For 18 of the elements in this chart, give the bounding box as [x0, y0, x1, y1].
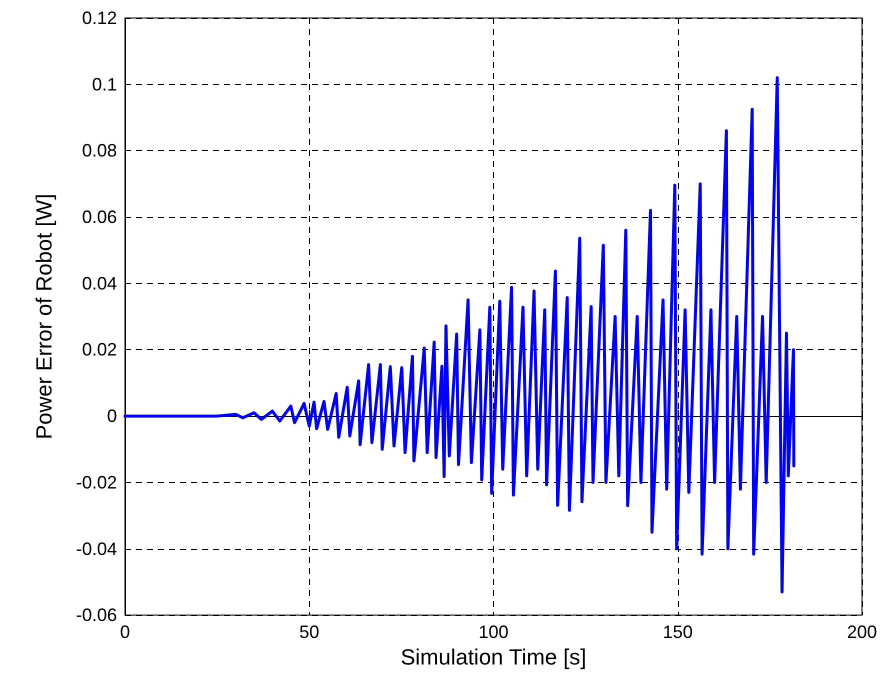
x-axis-title: Simulation Time [s] [400, 644, 586, 670]
x-tick-label: 200 [846, 622, 878, 642]
line-series [124, 76, 796, 594]
y-tick-label: 0.08 [82, 140, 117, 161]
y-tick-label: 0.1 [92, 74, 117, 94]
x-tick-label: 100 [478, 622, 509, 642]
x-tick-label: 0 [120, 622, 130, 642]
y-tick-label: -0.04 [76, 538, 117, 559]
y-tick-label: 0.06 [82, 207, 117, 228]
x-tick-label: 150 [662, 622, 693, 642]
y-axis-title: Power Error of Robot [W] [32, 194, 56, 440]
y-tick-label: 0 [106, 406, 117, 426]
y-tick-label: -0.06 [76, 605, 117, 626]
y-tick-label: 0.04 [82, 273, 117, 294]
y-tick-label: 0.02 [82, 340, 117, 360]
x-tick-label: 50 [299, 622, 320, 642]
y-tick-label: 0.12 [82, 8, 117, 28]
y-tick-label: -0.02 [76, 472, 117, 492]
